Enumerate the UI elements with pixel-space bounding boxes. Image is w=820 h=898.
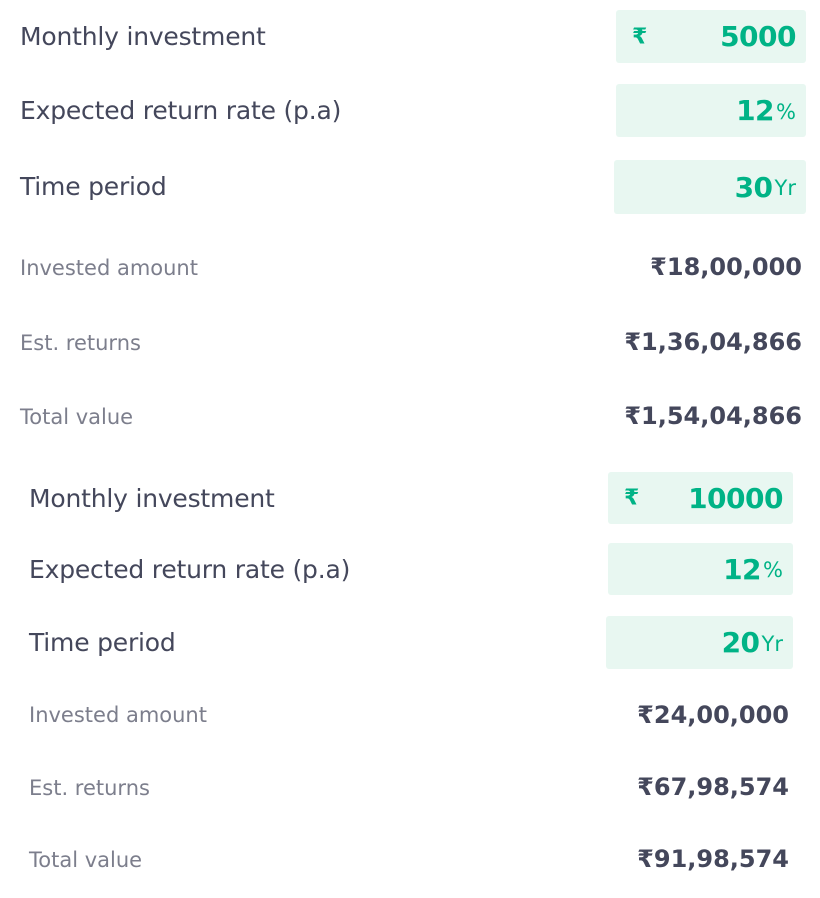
rupee-icon: ₹: [624, 485, 640, 511]
monthly-investment-input[interactable]: ₹ 5000: [616, 10, 806, 63]
total-value-value: ₹1,54,04,866: [624, 402, 802, 430]
est-returns-label: Est. returns: [20, 331, 141, 355]
return-rate-value[interactable]: 12: [736, 94, 775, 127]
time-period-label: Time period: [29, 628, 176, 657]
total-value-label: Total value: [20, 405, 134, 429]
return-rate-input[interactable]: 12 %: [608, 543, 793, 595]
monthly-investment-input[interactable]: ₹ 10000: [608, 472, 793, 524]
invested-amount-label: Invested amount: [20, 256, 198, 280]
monthly-investment-label: Monthly investment: [20, 22, 266, 51]
est-returns-value: ₹67,98,574: [637, 773, 789, 801]
return-rate-input[interactable]: 12 %: [616, 84, 806, 137]
monthly-investment-label: Monthly investment: [29, 484, 275, 513]
percent-unit: %: [776, 99, 796, 124]
monthly-investment-value[interactable]: 5000: [720, 20, 796, 53]
rupee-icon: ₹: [632, 24, 648, 49]
return-rate-label: Expected return rate (p.a): [29, 555, 351, 584]
invested-amount-value: ₹18,00,000: [650, 253, 802, 281]
year-unit: Yr: [761, 631, 783, 656]
time-period-value[interactable]: 30: [734, 170, 773, 204]
time-period-input[interactable]: 30 Yr: [614, 160, 806, 214]
time-period-input[interactable]: 20 Yr: [606, 616, 793, 669]
return-rate-label: Expected return rate (p.a): [20, 96, 342, 125]
invested-amount-label: Invested amount: [29, 703, 207, 727]
time-period-label: Time period: [20, 172, 167, 201]
year-unit: Yr: [774, 176, 796, 200]
time-period-value[interactable]: 20: [721, 626, 760, 659]
est-returns-label: Est. returns: [29, 776, 150, 800]
monthly-investment-value[interactable]: 10000: [688, 481, 783, 515]
invested-amount-value: ₹24,00,000: [637, 701, 789, 729]
est-returns-value: ₹1,36,04,866: [624, 328, 802, 356]
total-value-label: Total value: [29, 848, 143, 872]
percent-unit: %: [763, 558, 783, 582]
return-rate-value[interactable]: 12: [723, 552, 762, 586]
total-value-value: ₹91,98,574: [637, 845, 789, 873]
